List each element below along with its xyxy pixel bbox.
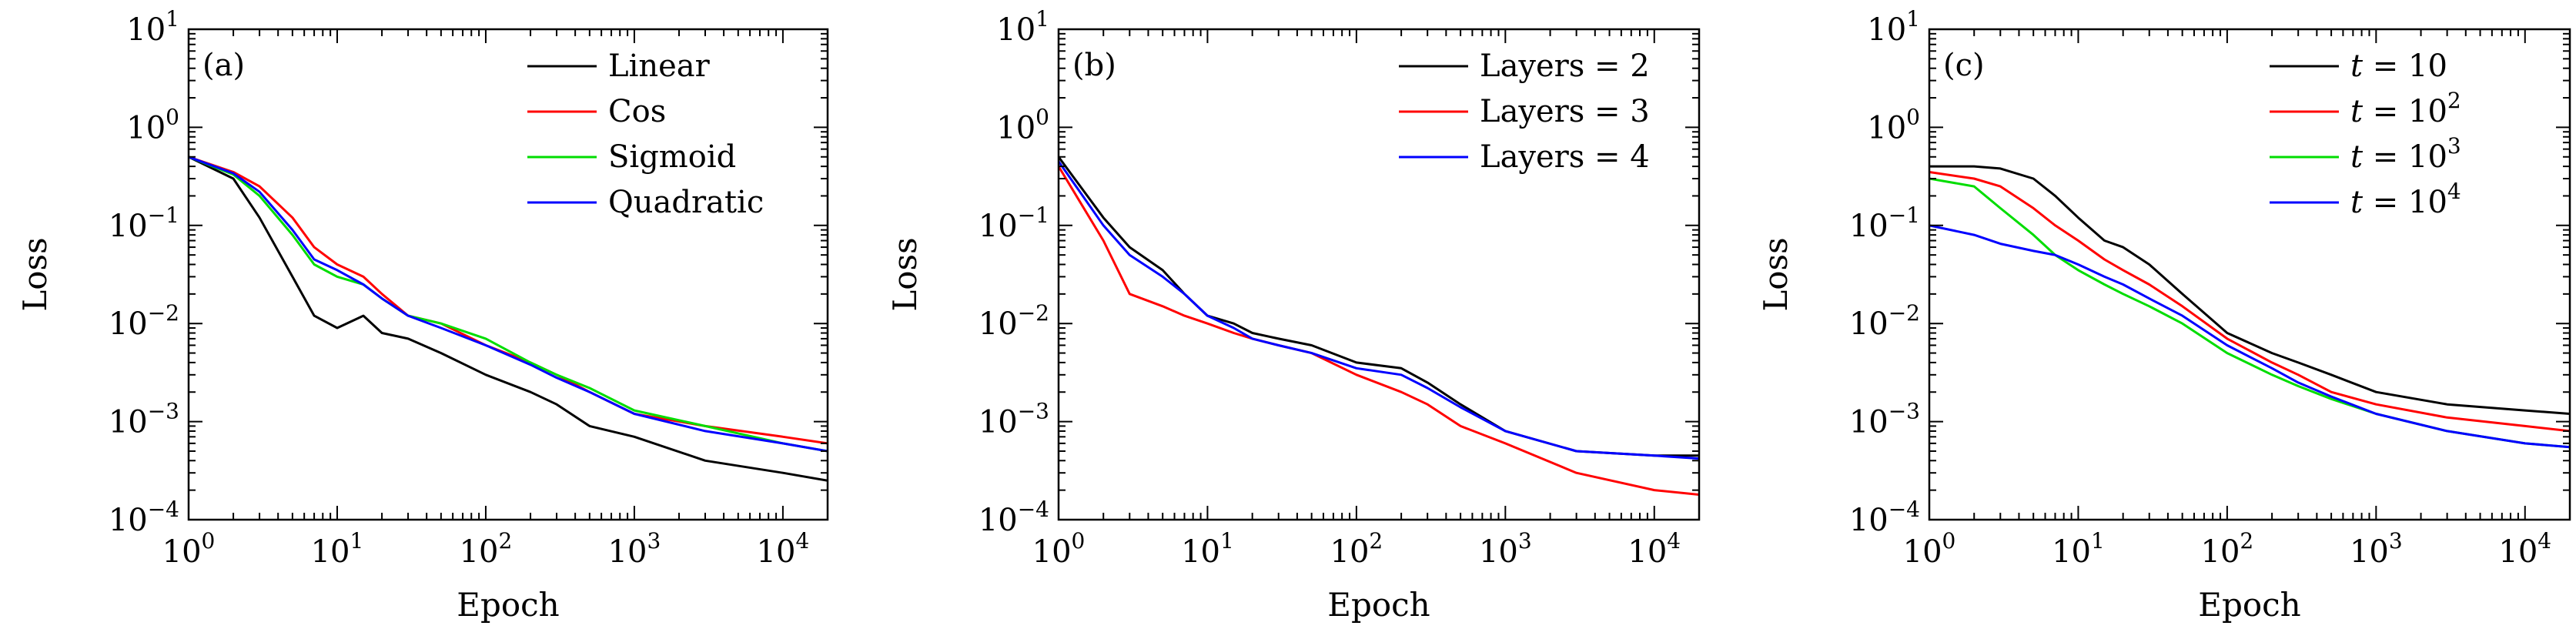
- chart-1-x-tick-label: 103: [1479, 528, 1532, 570]
- chart-0-y-tick-label: 10−1: [109, 202, 179, 244]
- chart-2-x-tick-label: 104: [2498, 528, 2551, 570]
- panel-a: 100 101 102 103 104 10−4 10−3 10−2 10−1 100 101 Epo…: [16, 6, 829, 624]
- chart-1-x-tick-label: 102: [1330, 528, 1383, 570]
- chart-2-y-tick-label: 10−1: [1849, 202, 1920, 244]
- chart-1-y-tick-label: 10−1: [979, 202, 1049, 244]
- chart-2-y-tick-label: 101: [1867, 6, 1920, 48]
- chart-2-panel-label: (c): [1943, 48, 1985, 83]
- chart-0-x-tick-label: 100: [162, 528, 216, 570]
- chart-1-legend-label: Layers = 4: [1480, 139, 1650, 175]
- chart-2-x-axis-title: Epoch: [2198, 586, 2300, 624]
- chart-0-series-group: [189, 156, 828, 482]
- chart-0-series-line-0: [189, 156, 828, 482]
- chart-2-legend-label: t = 102: [2350, 88, 2461, 129]
- chart-1-series-line-2: [1059, 160, 1699, 460]
- chart-0-series-line-3: [189, 156, 828, 453]
- chart-0-x-tick-label: 103: [608, 528, 661, 570]
- chart-2-y-axis-title: Loss: [1757, 237, 1795, 311]
- chart-2-legend-label: t = 104: [2350, 179, 2461, 220]
- chart-0-y-tick-label: 10−2: [109, 300, 179, 342]
- chart-1-panel-label: (b): [1072, 48, 1116, 83]
- chart-2-y-tick-label: 10−4: [1849, 497, 1920, 538]
- chart-1-y-tick-label: 10−2: [979, 300, 1049, 342]
- chart-1-x-tick-label: 101: [1181, 528, 1234, 570]
- chart-0-legend-label: Sigmoid: [608, 139, 736, 175]
- chart-1-plot-frame: [1057, 28, 1701, 521]
- chart-0-legend-label: Linear: [608, 49, 711, 84]
- chart-1-y-tick-label: 10−4: [979, 497, 1049, 538]
- chart-0-x-tick-label: 104: [757, 528, 810, 570]
- chart-2-series-group: [1929, 165, 2570, 449]
- chart-2-legend-label: t = 103: [2350, 133, 2461, 175]
- chart-2-x-tick-label: 103: [2350, 528, 2403, 570]
- chart-1-legend-label: Layers = 2: [1480, 49, 1650, 84]
- chart-1-x-tick-label: 100: [1032, 528, 1086, 570]
- chart-2-plot-frame: [1928, 28, 2571, 521]
- panel-b: 100 101 102 103 104 10−4 10−3 10−2 10−1 100 101 Epo…: [886, 6, 1701, 624]
- chart-0-panel-label: (a): [202, 48, 245, 83]
- chart-2-y-tick-label: 10−2: [1849, 300, 1920, 342]
- chart-2-series-line-0: [1929, 165, 2570, 415]
- chart-0-series-line-2: [189, 156, 828, 453]
- chart-2-y-tick-label: 10−3: [1849, 399, 1920, 440]
- chart-2-x-tick-label: 100: [1903, 528, 1956, 570]
- chart-2-x-tick-label: 101: [2052, 528, 2105, 570]
- chart-0-y-axis-title: Loss: [16, 237, 54, 311]
- chart-1-legend-label: Layers = 3: [1480, 94, 1650, 129]
- panel-c: 100 101 102 103 104 10−4 10−3 10−2 10−1 100 101 Epo…: [1757, 6, 2571, 624]
- chart-1-series-group: [1059, 156, 1699, 496]
- chart-0-legend-label: Cos: [608, 94, 666, 129]
- chart-0-y-tick-label: 10−3: [109, 399, 179, 440]
- chart-1-x-tick-label: 104: [1628, 528, 1681, 570]
- chart-1-x-axis-title: Epoch: [1327, 586, 1430, 624]
- chart-0-y-tick-label: 10−4: [109, 497, 179, 538]
- chart-0-plot-frame: [187, 28, 829, 521]
- chart-0-x-axis-title: Epoch: [457, 586, 559, 624]
- chart-0-x-tick-label: 102: [460, 528, 513, 570]
- chart-0-y-tick-label: 100: [126, 104, 179, 146]
- chart-1-y-tick-label: 10−3: [979, 399, 1049, 440]
- chart-2-series-line-1: [1929, 171, 2570, 433]
- chart-1-y-tick-label: 100: [996, 104, 1049, 146]
- chart-1-series-line-1: [1059, 166, 1699, 496]
- chart-2-y-tick-label: 100: [1867, 104, 1920, 146]
- chart-2-x-tick-label: 102: [2201, 528, 2254, 570]
- chart-0-y-tick-label: 101: [126, 6, 179, 48]
- chart-0-x-tick-label: 101: [311, 528, 364, 570]
- chart-1-y-axis-title: Loss: [886, 237, 924, 311]
- chart-2-series-line-3: [1929, 224, 2570, 449]
- chart-1-y-tick-label: 101: [996, 6, 1049, 48]
- chart-1-series-line-0: [1059, 156, 1699, 457]
- chart-2-legend-label: t = 10: [2350, 49, 2447, 84]
- chart-0-legend-label: Quadratic: [608, 185, 764, 220]
